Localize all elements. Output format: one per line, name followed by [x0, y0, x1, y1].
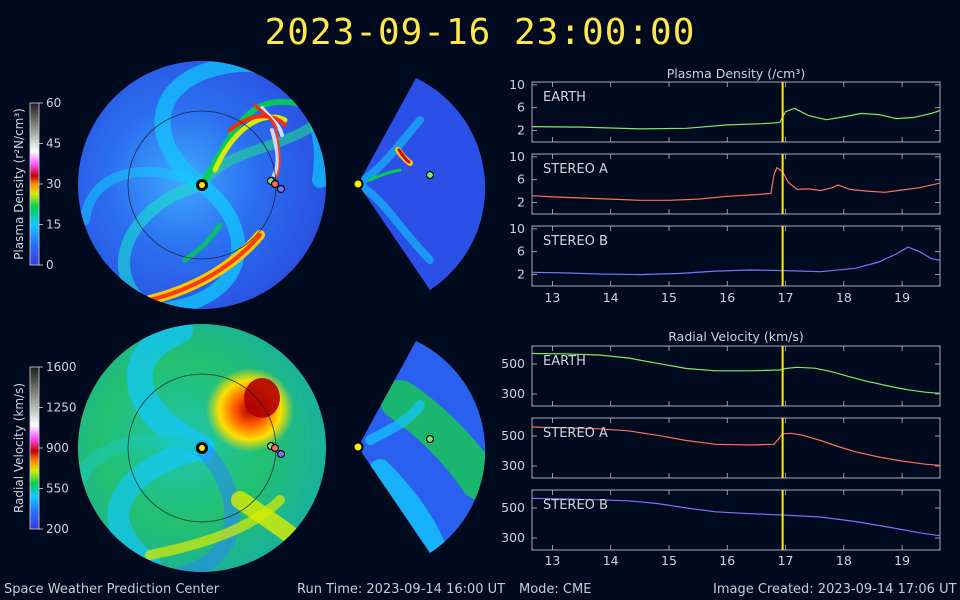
x-tick-label: 19: [894, 290, 910, 305]
x-tick-label: 15: [661, 290, 677, 305]
density-meridional-wedge: [352, 78, 486, 290]
panel-earth: 10 6 2 EARTH: [509, 77, 941, 143]
density-colorbar-label: Plasma Density (r²N/cm³): [12, 108, 26, 260]
x-tick-label: 15: [661, 553, 677, 568]
stereo-b-marker: [276, 184, 286, 194]
y-tick-label: 6: [517, 100, 525, 115]
x-tick-label: 18: [836, 290, 852, 305]
panel-earth: 500 300 EARTH: [501, 345, 941, 407]
colorbar-tick-label: 30: [46, 177, 61, 191]
x-tick-label: 16: [719, 290, 735, 305]
y-tick-label: 2: [517, 267, 525, 282]
x-tick-label: 17: [778, 553, 794, 568]
velocity-meridional-wedge: [352, 341, 486, 553]
series-line: [531, 352, 941, 394]
series-line: [531, 426, 941, 466]
timestamp: 2023-09-16 23:00:00: [264, 12, 696, 53]
y-tick-label: 300: [501, 530, 525, 545]
x-tick-label: 19: [894, 553, 910, 568]
x-tick-label: 13: [544, 553, 560, 568]
y-tick-label: 500: [501, 356, 525, 371]
chart-title: Plasma Density (/cm³): [667, 66, 806, 81]
stereo-a-marker: [270, 179, 280, 189]
panel-frame: [531, 153, 941, 215]
y-tick-label: 300: [501, 386, 525, 401]
colorbar-tick-label: 60: [46, 96, 61, 110]
y-tick-label: 2: [517, 123, 525, 138]
y-tick-label: 6: [517, 172, 525, 187]
series-line: [531, 107, 941, 130]
panel-label: EARTH: [543, 90, 586, 105]
panel-label: EARTH: [543, 354, 586, 369]
panel-frame: [531, 417, 941, 479]
panel-stereo-b: 500 300 STEREO B: [501, 489, 941, 551]
colorbar-tick-label: 1250: [46, 401, 77, 415]
colorbar-tick-label: 550: [46, 482, 69, 496]
density-ecliptic-map: [78, 61, 326, 309]
panel-frame: [531, 81, 941, 143]
footer-image-created: Image Created: 2023-09-14 17:06 UT: [713, 582, 957, 597]
velocity-colorbar-label: Radial Velocity (km/s): [12, 383, 26, 513]
colorbar-tick-label: 0: [46, 258, 54, 272]
velocity-colorbar-gradient: [29, 366, 40, 530]
x-tick-label: 18: [836, 553, 852, 568]
x-tick-label: 13: [544, 290, 560, 305]
x-tick-label: 14: [603, 290, 619, 305]
panel-stereo-a: 500 300 STEREO A: [501, 417, 941, 479]
colorbar-tick-label: 900: [46, 441, 69, 455]
panel-label: STEREO B: [543, 498, 608, 513]
x-tick-label: 16: [719, 553, 735, 568]
panel-label: STEREO B: [543, 234, 608, 249]
velocity-time-series: Radial Velocity (km/s) 500 300 EARTH 500 300 S…: [501, 329, 941, 568]
y-tick-label: 10: [509, 149, 525, 164]
colorbar-tick-label: 200: [46, 522, 69, 536]
y-tick-label: 2: [517, 195, 525, 210]
colorbar-tick-label: 45: [46, 137, 61, 151]
velocity-colorbar: 1600 1250 900 550 200 Radial Velocity (km/s): [12, 360, 77, 536]
time-series-charts: Plasma Density (/cm³) 10 6 2 EARTH 10 6 2 STEREO…: [501, 66, 941, 568]
sun-marker: [196, 179, 208, 191]
x-tick-label: 14: [603, 553, 619, 568]
panel-frame: [531, 225, 941, 287]
density-colorbar-gradient: [29, 102, 40, 266]
series-line: [531, 246, 941, 276]
footer-run-time: Run Time: 2023-09-14 16:00 UT: [297, 582, 506, 597]
y-tick-label: 500: [501, 500, 525, 515]
colorbar-tick-label: 15: [46, 218, 61, 232]
y-tick-label: 10: [509, 221, 525, 236]
panel-stereo-a: 10 6 2 STEREO A: [509, 149, 941, 215]
footer-organization: Space Weather Prediction Center: [4, 582, 220, 597]
density-time-series: Plasma Density (/cm³) 10 6 2 EARTH 10 6 2 STEREO…: [509, 66, 941, 305]
density-colorbar: 60 45 30 15 0 Plasma Density (r²N/cm³): [12, 96, 61, 272]
y-tick-label: 300: [501, 458, 525, 473]
colorbar-tick-label: 1600: [46, 360, 77, 374]
x-tick-label: 17: [778, 290, 794, 305]
chart-title: Radial Velocity (km/s): [668, 329, 804, 344]
y-tick-label: 6: [517, 244, 525, 259]
y-tick-label: 10: [509, 77, 525, 92]
panel-stereo-b: 10 6 2 STEREO B: [509, 221, 941, 287]
panel-frame: [531, 345, 941, 407]
footer-mode: Mode: CME: [519, 582, 592, 597]
panel-label: STEREO A: [543, 426, 608, 441]
y-tick-label: 500: [501, 428, 525, 443]
velocity-ecliptic-map: [78, 324, 326, 572]
panel-label: STEREO A: [543, 162, 608, 177]
series-line: [531, 497, 941, 537]
